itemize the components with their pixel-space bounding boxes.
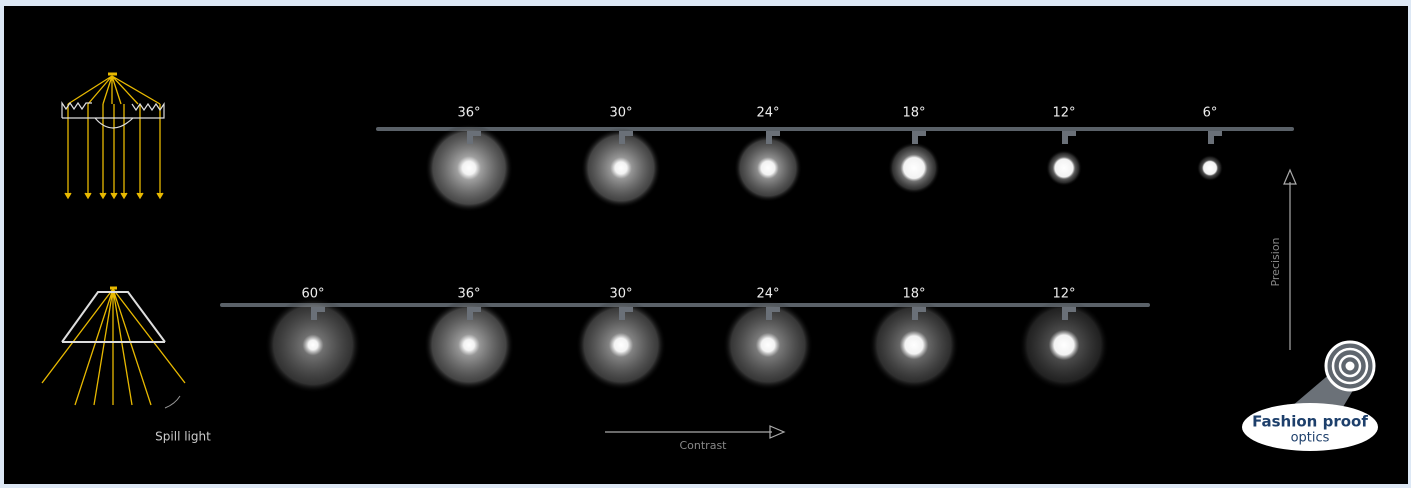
- beam-angle: 36°: [457, 287, 480, 302]
- light-spot: [265, 297, 361, 393]
- beam-angle: 24°: [756, 106, 779, 121]
- beam-angle: 30°: [609, 287, 632, 302]
- panel: [4, 6, 1408, 484]
- fixture: [912, 131, 926, 144]
- precision-label: Precision: [1269, 237, 1282, 286]
- light-spot: [1197, 155, 1223, 181]
- fixture: [766, 131, 780, 144]
- fixture: [467, 131, 481, 144]
- logo-icon: [1324, 340, 1376, 392]
- beam-angle: 18°: [902, 287, 925, 302]
- light-spot: [723, 300, 813, 390]
- beam-angle: 18°: [902, 106, 925, 121]
- light-spot: [581, 128, 661, 208]
- light-spot: [425, 124, 513, 212]
- fixture: [311, 307, 325, 320]
- fixture: [1062, 131, 1076, 144]
- fixture: [1062, 307, 1076, 320]
- light-spot: [424, 300, 514, 390]
- beam-angle: 24°: [756, 287, 779, 302]
- light-spot: [1019, 300, 1109, 390]
- logo-line2: optics: [1291, 431, 1330, 446]
- lens-outline: [61, 101, 165, 129]
- light-spot: [869, 300, 959, 390]
- beam-angle: 6°: [1203, 106, 1218, 121]
- track: [220, 303, 1150, 307]
- beam-angle: 60°: [301, 287, 324, 302]
- contrast-label: Contrast: [679, 439, 727, 452]
- light-spot: [576, 300, 666, 390]
- logo-badge: [1242, 403, 1378, 451]
- beam-angle: 12°: [1052, 106, 1075, 121]
- beam-angle: 12°: [1052, 287, 1075, 302]
- reflector-outline: [61, 291, 166, 343]
- light-spot: [1046, 150, 1082, 186]
- fixture: [1208, 131, 1222, 144]
- spill-diagram: [41, 286, 186, 406]
- contrast-arrow: [605, 425, 786, 439]
- spill-arrow: [164, 395, 181, 409]
- fixture: [766, 307, 780, 320]
- fixture: [467, 307, 481, 320]
- fixture: [912, 307, 926, 320]
- spill-label: Spill light: [155, 430, 211, 444]
- beam-angle: 30°: [609, 106, 632, 121]
- logo-line1: Fashion proof: [1252, 413, 1368, 431]
- light-spot: [734, 134, 802, 202]
- fixture: [619, 131, 633, 144]
- track: [376, 127, 1294, 131]
- beam-angle: 36°: [457, 106, 480, 121]
- precision-arrow: [1283, 168, 1297, 350]
- light-spot: [888, 142, 940, 194]
- fixture: [619, 307, 633, 320]
- reflector-diagram: [64, 72, 164, 200]
